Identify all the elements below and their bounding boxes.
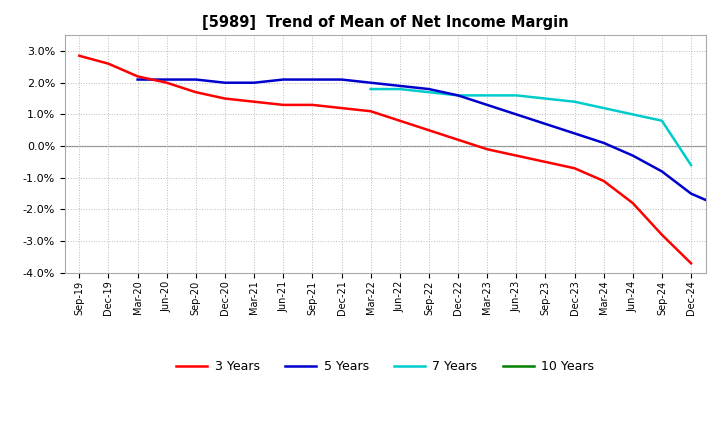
3 Years bbox=[337, 106, 346, 111]
5 Years bbox=[425, 86, 433, 92]
3 Years bbox=[687, 260, 696, 266]
7 Years bbox=[629, 112, 637, 117]
Title: [5989]  Trend of Mean of Net Income Margin: [5989] Trend of Mean of Net Income Margi… bbox=[202, 15, 569, 30]
5 Years bbox=[220, 80, 229, 85]
7 Years bbox=[657, 118, 666, 123]
3 Years bbox=[483, 147, 492, 152]
5 Years bbox=[279, 77, 287, 82]
3 Years bbox=[541, 159, 550, 165]
7 Years bbox=[483, 93, 492, 98]
5 Years bbox=[629, 153, 637, 158]
Legend: 3 Years, 5 Years, 7 Years, 10 Years: 3 Years, 5 Years, 7 Years, 10 Years bbox=[171, 355, 599, 378]
5 Years bbox=[483, 102, 492, 107]
5 Years bbox=[570, 131, 579, 136]
5 Years bbox=[454, 93, 462, 98]
7 Years bbox=[570, 99, 579, 104]
7 Years bbox=[687, 162, 696, 168]
5 Years bbox=[541, 121, 550, 127]
3 Years bbox=[512, 153, 521, 158]
7 Years bbox=[512, 93, 521, 98]
Line: 7 Years: 7 Years bbox=[371, 89, 691, 165]
3 Years bbox=[570, 165, 579, 171]
5 Years bbox=[192, 77, 200, 82]
3 Years bbox=[454, 137, 462, 143]
5 Years bbox=[512, 112, 521, 117]
3 Years bbox=[395, 118, 404, 123]
5 Years bbox=[657, 169, 666, 174]
7 Years bbox=[599, 106, 608, 111]
3 Years bbox=[75, 53, 84, 59]
3 Years bbox=[425, 128, 433, 133]
3 Years bbox=[308, 102, 317, 107]
3 Years bbox=[250, 99, 258, 104]
5 Years bbox=[716, 204, 720, 209]
3 Years bbox=[104, 61, 113, 66]
7 Years bbox=[425, 90, 433, 95]
3 Years bbox=[163, 80, 171, 85]
5 Years bbox=[163, 77, 171, 82]
5 Years bbox=[687, 191, 696, 196]
3 Years bbox=[629, 201, 637, 206]
7 Years bbox=[541, 96, 550, 101]
7 Years bbox=[366, 86, 375, 92]
3 Years bbox=[279, 102, 287, 107]
7 Years bbox=[454, 93, 462, 98]
7 Years bbox=[395, 86, 404, 92]
Line: 5 Years: 5 Years bbox=[138, 80, 720, 206]
3 Years bbox=[220, 96, 229, 101]
3 Years bbox=[599, 178, 608, 183]
3 Years bbox=[133, 74, 142, 79]
3 Years bbox=[192, 90, 200, 95]
5 Years bbox=[250, 80, 258, 85]
5 Years bbox=[599, 140, 608, 146]
5 Years bbox=[337, 77, 346, 82]
3 Years bbox=[657, 232, 666, 238]
5 Years bbox=[395, 83, 404, 88]
5 Years bbox=[133, 77, 142, 82]
Line: 3 Years: 3 Years bbox=[79, 56, 691, 263]
3 Years bbox=[366, 109, 375, 114]
5 Years bbox=[308, 77, 317, 82]
5 Years bbox=[366, 80, 375, 85]
